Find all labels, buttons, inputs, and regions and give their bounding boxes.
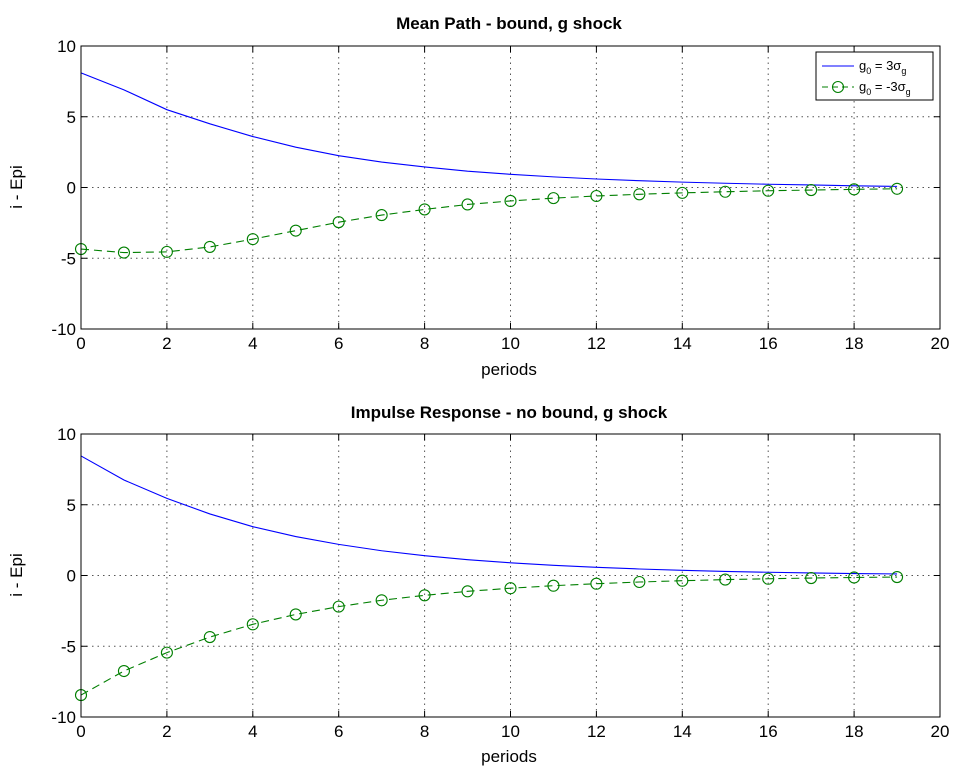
chart-title: Impulse Response - no bound, g shock <box>351 403 668 422</box>
x-tick-label: 8 <box>420 722 429 741</box>
legend-series-2-label: g0 = -3σg <box>859 79 911 97</box>
series-2-marker <box>676 574 689 587</box>
series-2-marker <box>890 182 904 195</box>
series-2-marker <box>375 594 388 607</box>
series-2-marker <box>203 631 216 644</box>
x-tick-label: 8 <box>420 334 429 353</box>
x-tick-label: 4 <box>248 334 257 353</box>
series-1-line <box>80 72 898 187</box>
series-2-marker <box>289 224 302 237</box>
series-2-marker <box>246 618 259 631</box>
x-tick-label: 14 <box>673 722 692 741</box>
x-axis-label: periods <box>481 747 537 766</box>
grid <box>81 434 940 717</box>
x-tick-label: 12 <box>587 334 606 353</box>
x-tick-label: 4 <box>248 722 257 741</box>
x-tick-label: 0 <box>76 722 85 741</box>
chart-title: Mean Path - bound, g shock <box>396 14 622 33</box>
series-2-marker <box>633 188 646 201</box>
plot-frame <box>80 45 941 330</box>
series <box>74 72 904 259</box>
x-tick-label: 18 <box>845 334 864 353</box>
series-2-marker <box>590 189 603 203</box>
series-2-marker <box>805 183 818 197</box>
x-tick-label: 6 <box>334 722 343 741</box>
series-2-marker <box>160 646 173 659</box>
ticks: 0 2 4 6 8 10 12 14 16 18 20 -10 -5 0 5 10 <box>51 37 949 353</box>
x-tick-label: 12 <box>587 722 606 741</box>
series-2-marker <box>848 183 861 196</box>
series-2-marker <box>246 233 259 246</box>
y-tick-label: 5 <box>67 496 76 515</box>
x-tick-label: 20 <box>931 722 950 741</box>
series-2-marker <box>160 245 173 258</box>
x-tick-label: 18 <box>845 722 864 741</box>
y-tick-label: 0 <box>67 179 76 198</box>
series-2-marker <box>848 571 861 584</box>
x-tick-label: 2 <box>162 722 171 741</box>
legend: g0 = 3σg g0 = -3σg <box>815 51 934 101</box>
x-tick-label: 10 <box>501 334 520 353</box>
series-2-marker <box>719 185 732 198</box>
series-2-marker <box>117 664 130 678</box>
series <box>74 455 904 702</box>
mean-path-chart: Mean Path - bound, g shock i - Epi perio… <box>7 14 949 379</box>
series-2-marker <box>676 186 689 199</box>
x-tick-label: 10 <box>501 722 520 741</box>
series-1-line <box>80 455 898 575</box>
series-2-line <box>80 188 898 254</box>
grid <box>81 46 940 329</box>
y-tick-label: -5 <box>61 249 76 268</box>
series-2-marker <box>590 577 603 590</box>
series-2-marker <box>375 209 388 222</box>
series-2-marker <box>461 198 474 211</box>
y-tick-label: -10 <box>51 320 76 339</box>
series-2-marker <box>418 203 431 216</box>
series-2-marker <box>332 216 345 229</box>
ticks: 0 2 4 6 8 10 12 14 16 18 20 -10 -5 0 5 10 <box>51 425 949 741</box>
x-tick-label: 14 <box>673 334 692 353</box>
series-2-line <box>80 576 898 696</box>
series-2-marker <box>461 585 474 598</box>
series-2-marker <box>805 571 818 585</box>
series-2-marker <box>719 573 732 586</box>
series-2-marker <box>547 579 560 592</box>
y-axis-label: i - Epi <box>7 165 26 208</box>
x-tick-label: 20 <box>931 334 950 353</box>
y-tick-label: 5 <box>67 108 76 127</box>
legend-series-1-label: g0 = 3σg <box>859 58 906 76</box>
series-2-marker <box>289 608 302 621</box>
plot-frame <box>80 433 941 718</box>
series-2-marker <box>633 575 646 589</box>
series-2-marker <box>117 246 130 259</box>
series-2-marker <box>762 572 775 585</box>
series-2-marker <box>332 600 345 613</box>
series-2-marker <box>504 582 517 595</box>
x-tick-label: 16 <box>759 334 778 353</box>
x-axis-label: periods <box>481 360 537 379</box>
x-tick-label: 2 <box>162 334 171 353</box>
impulse-response-chart: Impulse Response - no bound, g shock i -… <box>7 403 949 766</box>
x-tick-label: 16 <box>759 722 778 741</box>
series-2-marker <box>418 589 431 602</box>
series-2-marker <box>504 194 517 207</box>
legend-series-2-marker <box>831 80 845 94</box>
y-tick-label: 10 <box>57 37 76 56</box>
series-2-marker <box>762 184 775 197</box>
series-2-marker <box>890 571 904 584</box>
y-tick-label: -5 <box>61 637 76 656</box>
y-tick-label: 0 <box>67 567 76 586</box>
y-tick-label: -10 <box>51 708 76 727</box>
y-tick-label: 10 <box>57 425 76 444</box>
series-2-marker <box>547 192 560 205</box>
series-2-marker <box>203 240 216 253</box>
x-tick-label: 6 <box>334 334 343 353</box>
x-tick-label: 0 <box>76 334 85 353</box>
y-axis-label: i - Epi <box>7 553 26 596</box>
